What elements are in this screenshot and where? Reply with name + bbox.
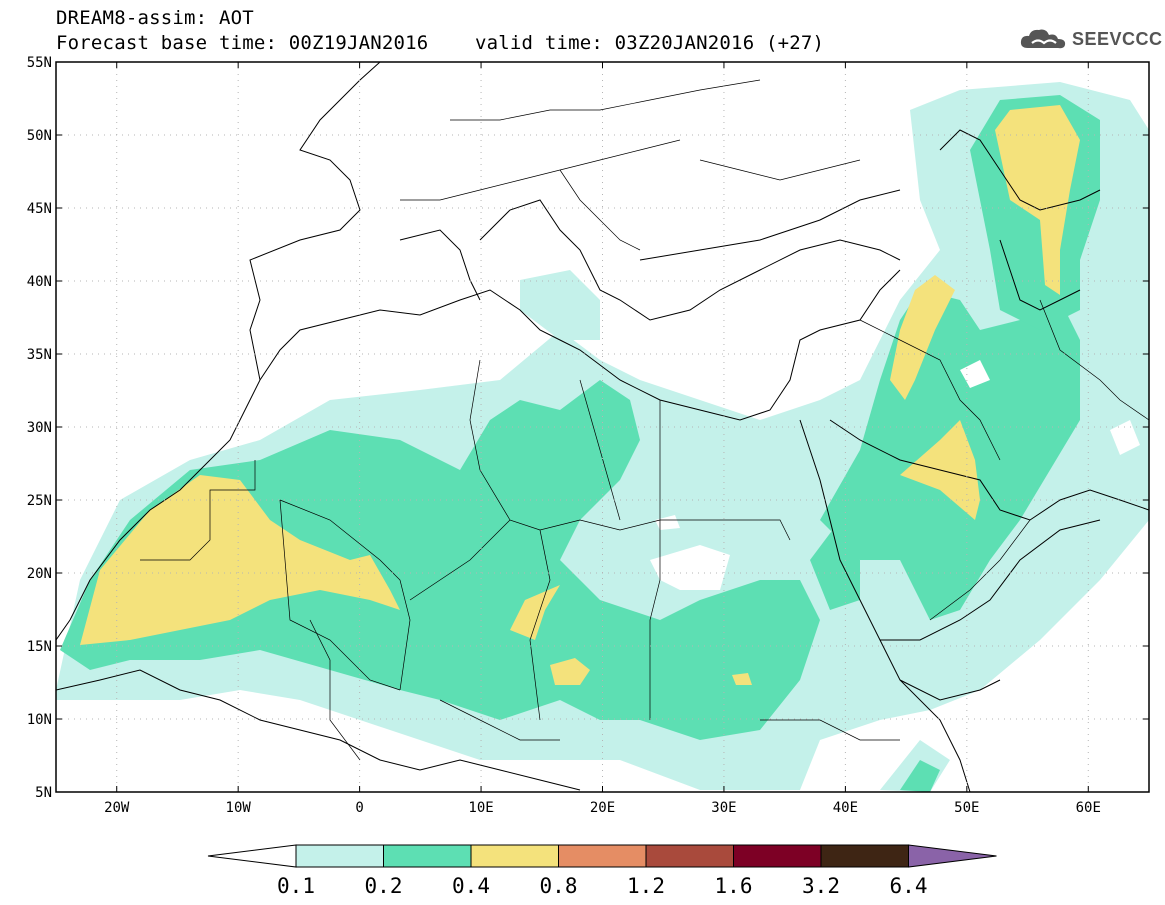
lon-tick-label: 40E [833, 800, 858, 816]
aot-band-0.4-0.8 [80, 105, 1080, 685]
colorbar-level-label: 0.1 [277, 874, 315, 898]
lon-tick-label: 20W [104, 800, 130, 816]
seevccc-logo: SEEVCCC [1018, 26, 1163, 52]
colorbar-swatch [558, 844, 647, 868]
lon-tick-label: 0 [355, 800, 363, 816]
colorbar-swatch [470, 844, 559, 868]
colorbar-left-arrow [207, 844, 297, 868]
lat-tick-label: 50N [27, 128, 52, 144]
colorbar-swatch [295, 844, 384, 868]
colorbar: 0.1 0.2 0.4 0.8 1.2 1.6 3.2 6.4 [207, 844, 997, 898]
lat-tick-label: 35N [27, 347, 52, 363]
lon-tick-label: 10E [468, 800, 493, 816]
aot-clear-patches [650, 360, 1140, 590]
country-borders [140, 79, 1149, 761]
lat-tick-label: 20N [27, 566, 52, 582]
lon-tick-label: 50E [954, 800, 979, 816]
colorbar-level-label: 0.2 [365, 874, 403, 898]
logo-text: SEEVCCC [1072, 28, 1163, 49]
latitude-axis: 55N 50N 45N 40N 35N 30N 25N 20N 15N 10N 5N [27, 55, 1149, 801]
lat-tick-label: 45N [27, 201, 52, 217]
longitude-axis: 20W 10W 0 10E 20E 30E 40E 50E 60E [104, 62, 1101, 816]
lat-tick-label: 10N [27, 712, 52, 728]
lat-tick-label: 40N [27, 274, 52, 290]
colorbar-level-label: 1.2 [627, 874, 665, 898]
colorbar-level-label: 0.8 [540, 874, 578, 898]
lon-tick-label: 10W [226, 800, 252, 816]
lon-tick-label: 20E [590, 800, 615, 816]
lat-tick-label: 30N [27, 420, 52, 436]
graticule [56, 62, 1149, 792]
lon-tick-label: 30E [711, 800, 736, 816]
colorbar-swatch [733, 844, 822, 868]
colorbar-level-label: 3.2 [802, 874, 840, 898]
cloud-icon [1020, 29, 1066, 49]
colorbar-level-label: 6.4 [890, 874, 928, 898]
coastlines [56, 62, 1149, 792]
colorbar-swatch [820, 844, 909, 868]
lat-tick-label: 55N [27, 55, 52, 71]
colorbar-right-arrow [908, 844, 997, 868]
lat-tick-label: 25N [27, 493, 52, 509]
map-title: DREAM8-assim: AOT [56, 7, 254, 29]
forecast-time-line: Forecast base time: 00Z19JAN2016 valid t… [56, 32, 825, 54]
lat-tick-label: 15N [27, 639, 52, 655]
colorbar-level-label: 1.6 [715, 874, 753, 898]
colorbar-swatch [645, 844, 734, 868]
colorbar-swatch [383, 844, 472, 868]
aot-field [56, 82, 1149, 792]
colorbar-level-label: 0.4 [452, 874, 490, 898]
lon-tick-label: 60E [1076, 800, 1101, 816]
lat-tick-label: 5N [35, 785, 52, 801]
